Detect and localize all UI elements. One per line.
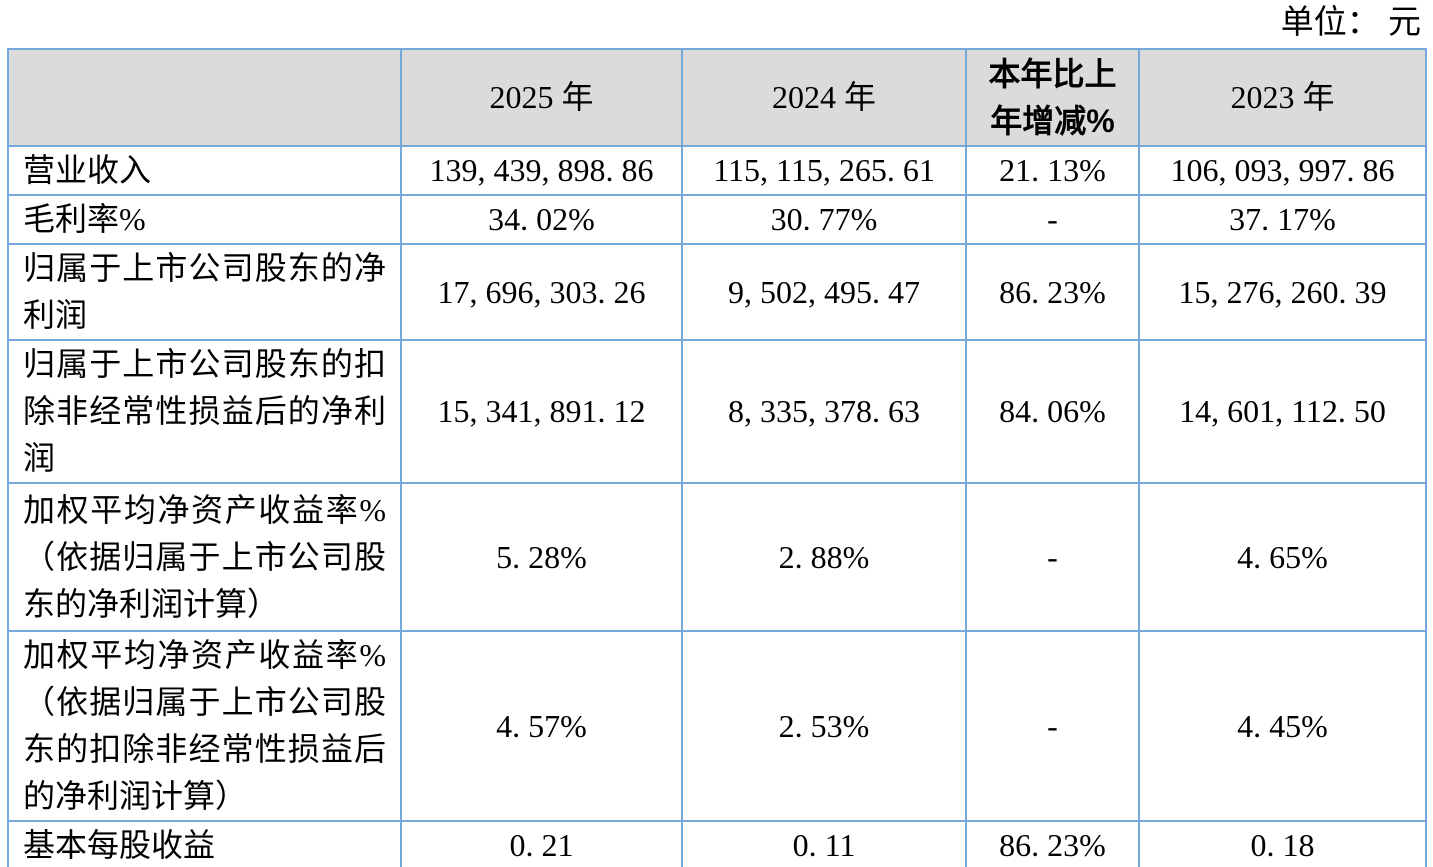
cell-2024: 2. 88%	[681, 482, 967, 632]
row-label: 毛利率%	[7, 194, 402, 245]
cell-2023: 4. 65%	[1138, 482, 1427, 632]
cell-2024: 8, 335, 378. 63	[681, 339, 967, 484]
cell-2024: 2. 53%	[681, 630, 967, 822]
cell-change: 86. 23%	[965, 243, 1140, 341]
row-label: 加权平均净资产收益率%（依据归属于上市公司股东的净利润计算）	[7, 482, 402, 632]
cell-change: -	[965, 194, 1140, 245]
row-label: 归属于上市公司股东的净利润	[7, 243, 402, 341]
table-row-gross-margin: 毛利率% 34. 02% 30. 77% - 37. 17%	[7, 194, 1427, 245]
table-row-weighted-roe-deducted: 加权平均净资产收益率%（依据归属于上市公司股东的扣除非经常性损益后的净利润计算）…	[7, 630, 1427, 822]
cell-2024: 0. 11	[681, 820, 967, 867]
cell-2025: 17, 696, 303. 26	[400, 243, 683, 341]
cell-change: -	[965, 630, 1140, 822]
cell-2023: 14, 601, 112. 50	[1138, 339, 1427, 484]
cell-2025: 139, 439, 898. 86	[400, 145, 683, 196]
row-label: 加权平均净资产收益率%（依据归属于上市公司股东的扣除非经常性损益后的净利润计算）	[7, 630, 402, 822]
cell-2025: 34. 02%	[400, 194, 683, 245]
cell-2023: 106, 093, 997. 86	[1138, 145, 1427, 196]
cell-2023: 0. 18	[1138, 820, 1427, 867]
cell-2024: 115, 115, 265. 61	[681, 145, 967, 196]
row-label: 归属于上市公司股东的扣除非经常性损益后的净利润	[7, 339, 402, 484]
header-cell-2023: 2023 年	[1138, 48, 1427, 147]
financial-indicators-table: 2025 年 2024 年 本年比上年增减% 2023 年 营业收入 139, …	[7, 48, 1427, 867]
cell-change: 86. 23%	[965, 820, 1140, 867]
table-row-weighted-roe: 加权平均净资产收益率%（依据归属于上市公司股东的净利润计算） 5. 28% 2.…	[7, 482, 1427, 632]
cell-2023: 37. 17%	[1138, 194, 1427, 245]
header-cell-change: 本年比上年增减%	[965, 48, 1140, 147]
row-label: 营业收入	[7, 145, 402, 196]
cell-2023: 4. 45%	[1138, 630, 1427, 822]
unit-label: 单位： 元	[1280, 5, 1421, 41]
header-row: 2025 年 2024 年 本年比上年增减% 2023 年	[7, 48, 1427, 147]
table-row-net-profit-deducted: 归属于上市公司股东的扣除非经常性损益后的净利润 15, 341, 891. 12…	[7, 339, 1427, 484]
cell-change: 21. 13%	[965, 145, 1140, 196]
cell-2023: 15, 276, 260. 39	[1138, 243, 1427, 341]
header-cell-2024: 2024 年	[681, 48, 967, 147]
cell-2025: 4. 57%	[400, 630, 683, 822]
header-cell-metric	[7, 48, 402, 147]
cell-2024: 9, 502, 495. 47	[681, 243, 967, 341]
cell-2024: 30. 77%	[681, 194, 967, 245]
cell-2025: 5. 28%	[400, 482, 683, 632]
cell-2025: 15, 341, 891. 12	[400, 339, 683, 484]
row-label: 基本每股收益	[7, 820, 402, 867]
table-row-net-profit: 归属于上市公司股东的净利润 17, 696, 303. 26 9, 502, 4…	[7, 243, 1427, 341]
table-row-basic-eps: 基本每股收益 0. 21 0. 11 86. 23% 0. 18	[7, 820, 1427, 867]
cell-change: 84. 06%	[965, 339, 1140, 484]
table-row-revenue: 营业收入 139, 439, 898. 86 115, 115, 265. 61…	[7, 145, 1427, 196]
header-cell-2025: 2025 年	[400, 48, 683, 147]
cell-2025: 0. 21	[400, 820, 683, 867]
cell-change: -	[965, 482, 1140, 632]
